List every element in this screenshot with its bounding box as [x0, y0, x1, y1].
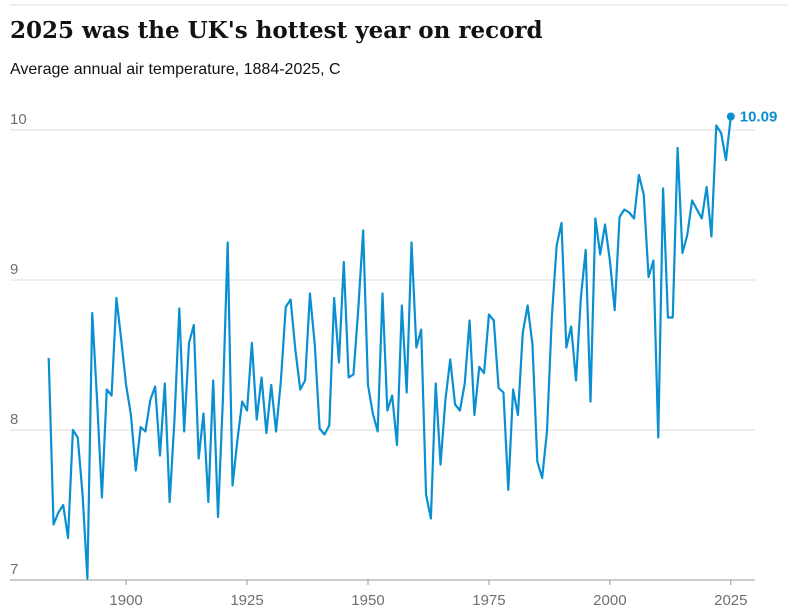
x-tick-label: 1925 — [230, 592, 263, 609]
y-tick-label: 10 — [10, 111, 27, 128]
x-tick-label: 1950 — [351, 592, 384, 609]
x-tick-label: 1975 — [472, 592, 505, 609]
x-tick-label: 2000 — [593, 592, 626, 609]
y-tick-label: 8 — [10, 411, 18, 428]
temperature-line — [47, 116, 732, 580]
chart-title: 2025 was the UK's hottest year on record — [10, 17, 543, 44]
x-tick-label: 1900 — [109, 592, 142, 609]
chart-subtitle: Average annual air temperature, 1884-202… — [10, 61, 341, 78]
last-point — [726, 112, 735, 121]
y-tick-label: 9 — [10, 261, 18, 278]
y-tick-label: 7 — [10, 561, 18, 578]
value-label: 10.09 — [740, 109, 778, 126]
x-tick-label: 2025 — [714, 592, 747, 609]
